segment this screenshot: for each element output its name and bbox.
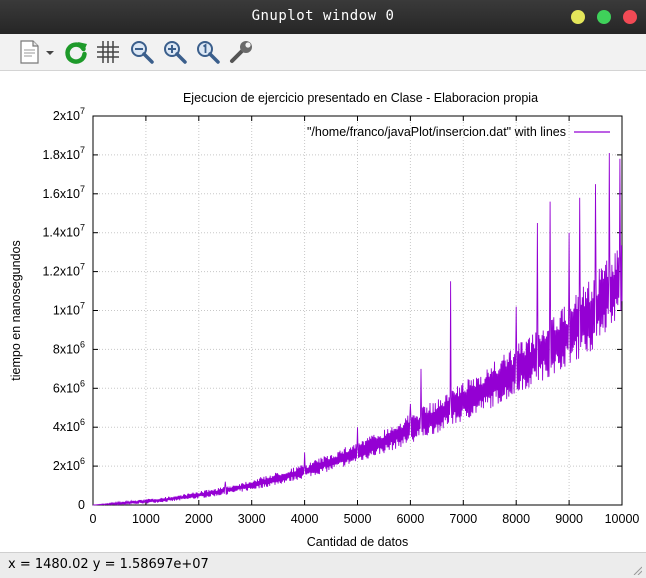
y-tick-label: 2x107 (53, 106, 85, 123)
x-tick-label: 9000 (555, 512, 583, 526)
x-tick-label: 0 (90, 512, 97, 526)
x-tick-label: 3000 (238, 512, 266, 526)
settings-wrench-icon (230, 41, 252, 63)
x-axis-label: Cantidad de datos (307, 535, 408, 549)
replot-icon (65, 42, 87, 64)
window-title: Gnuplot window 0 (251, 8, 395, 24)
series-line-insercion (93, 152, 623, 507)
grid-icon (97, 41, 119, 63)
y-tick-label: 8x106 (53, 339, 85, 356)
zoom-in-icon (164, 41, 187, 64)
y-tick-exponent: 6 (80, 417, 85, 427)
y-tick-label: 0 (78, 498, 85, 512)
y-tick-label: 2x106 (53, 456, 85, 473)
y-tick-base: 1x10 (53, 304, 80, 318)
y-tick-exponent: 6 (80, 378, 85, 388)
y-tick-label: 6x106 (53, 378, 85, 395)
plot-canvas[interactable]: Ejecucion de ejercicio presentado en Cla… (0, 71, 646, 551)
y-tick-base: 4x10 (53, 420, 80, 434)
x-tick-label: 7000 (449, 512, 477, 526)
cursor-coordinates: x = 1480.02 y = 1.58697e+07 (8, 557, 209, 572)
title-bar[interactable]: Gnuplot window 0 (0, 0, 646, 34)
y-tick-label: 1.6x107 (42, 184, 85, 201)
x-tick-label: 4000 (291, 512, 319, 526)
toggle-grid-button[interactable] (94, 38, 122, 66)
y-tick-exponent: 6 (80, 456, 85, 466)
close-button[interactable] (623, 10, 637, 24)
y-tick-exponent: 6 (80, 339, 85, 349)
plot-frame (92, 115, 623, 506)
y-tick-base: 2x10 (53, 459, 80, 473)
toolbar (0, 34, 646, 71)
minimize-button[interactable] (571, 10, 585, 24)
legend-label: "/home/franco/javaPlot/insercion.dat" wi… (307, 125, 566, 139)
y-tick-base: 1.2x10 (42, 265, 80, 279)
zoom-in-button[interactable] (161, 38, 189, 66)
y-tick-exponent: 7 (80, 262, 85, 272)
chart-title: Ejecucion de ejercicio presentado en Cla… (183, 91, 538, 105)
y-tick-label: 1.4x107 (42, 223, 85, 240)
maximize-button[interactable] (597, 10, 611, 24)
y-tick-exponent: 7 (80, 145, 85, 155)
y-tick-base: 1.6x10 (42, 187, 80, 201)
plot-area[interactable]: Ejecucion de ejercicio presentado en Cla… (0, 71, 646, 551)
resize-grip-icon[interactable] (632, 565, 642, 575)
unzoom-button[interactable] (194, 38, 222, 66)
replot-button[interactable] (62, 38, 90, 66)
y-tick-label: 1.2x107 (42, 262, 85, 279)
zoom-out-icon (131, 41, 154, 64)
copy-options-dropdown[interactable] (44, 38, 56, 66)
y-tick-base: 0 (78, 498, 85, 512)
x-tick-label: 6000 (396, 512, 424, 526)
y-tick-exponent: 7 (80, 223, 85, 233)
copy-clipboard-button[interactable] (16, 38, 44, 66)
zoom-out-button[interactable] (128, 38, 156, 66)
settings-button[interactable] (227, 38, 255, 66)
y-tick-label: 1.8x107 (42, 145, 85, 162)
y-tick-base: 1.8x10 (42, 148, 80, 162)
y-tick-exponent: 7 (80, 301, 85, 311)
x-tick-label: 1000 (132, 512, 160, 526)
y-tick-label: 4x106 (53, 417, 85, 434)
x-tick-label: 5000 (344, 512, 372, 526)
dropdown-chevron-icon (46, 51, 54, 55)
x-tick-label: 8000 (502, 512, 530, 526)
x-tick-label: 10000 (605, 512, 640, 526)
y-tick-base: 8x10 (53, 342, 80, 356)
y-axis-label: tiempo en nanosegundos (9, 240, 23, 380)
y-tick-exponent: 7 (80, 184, 85, 194)
y-tick-exponent: 7 (80, 106, 85, 116)
y-tick-base: 6x10 (53, 381, 80, 395)
y-tick-label: 1x107 (53, 301, 85, 318)
y-tick-base: 2x10 (53, 109, 80, 123)
x-tick-label: 2000 (185, 512, 213, 526)
copy-clipboard-icon (20, 40, 39, 64)
unzoom-icon (197, 41, 220, 64)
y-tick-base: 1.4x10 (42, 226, 80, 240)
status-bar: x = 1480.02 y = 1.58697e+07 (0, 552, 646, 578)
